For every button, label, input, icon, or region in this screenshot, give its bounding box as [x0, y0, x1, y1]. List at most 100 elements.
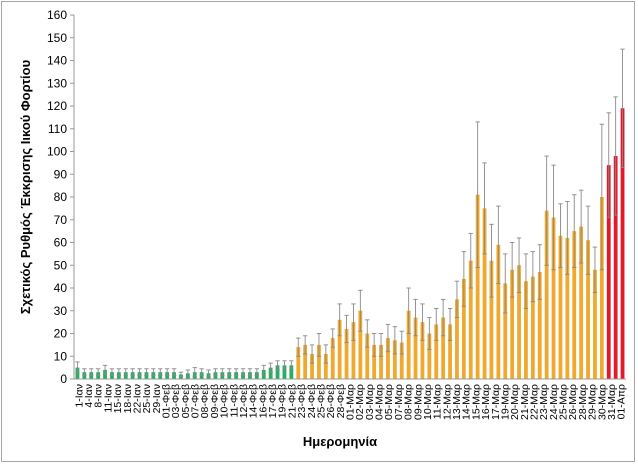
- error-bar: [254, 368, 260, 377]
- x-tick-label: 01-Μαρ: [345, 384, 357, 420]
- error-bar: [371, 333, 377, 357]
- error-bar: [109, 368, 115, 377]
- error-bar: [151, 368, 156, 377]
- bar: [310, 353, 314, 379]
- bar: [530, 276, 535, 380]
- error-bar: [503, 253, 508, 314]
- error-bar: [565, 201, 570, 275]
- x-tick-label: 11-Φεβ: [228, 384, 240, 418]
- x-tick-label: 08-Μαρ: [403, 384, 415, 420]
- bar: [317, 344, 321, 380]
- bar: [303, 344, 308, 380]
- bar: [330, 338, 335, 379]
- x-tick-label: 17-Φεβ: [267, 384, 279, 418]
- error-bar: [261, 364, 266, 375]
- error-bar: [178, 371, 184, 378]
- bar: [593, 269, 597, 379]
- error-bar: [75, 361, 80, 374]
- bar: [586, 240, 590, 379]
- y-tick-label: 50: [54, 258, 68, 272]
- y-tick-label: 70: [54, 213, 68, 227]
- bar: [468, 260, 473, 379]
- error-bar: [475, 121, 480, 268]
- error-bar: [316, 333, 322, 357]
- bar: [503, 283, 508, 379]
- y-axis-title: Σχετικός Ρυθμός Έκκρισης Ιικού Φορτίου: [18, 59, 33, 314]
- x-axis: 1-Ιαν4-Ιαν8-Ιαν11-Ιαν15-Ιαν18-Ιαν22-Ιαν2…: [73, 378, 628, 420]
- error-bar: [102, 364, 108, 375]
- x-tick-label: 21-Μαρ: [519, 384, 531, 420]
- x-tick-label: 28-Μαρ: [577, 384, 589, 420]
- error-bar: [123, 368, 128, 377]
- y-tick-label: 110: [48, 122, 67, 136]
- error-bar: [392, 326, 398, 355]
- bar: [455, 299, 459, 380]
- x-tick-label: 26-Φεβ: [325, 384, 337, 418]
- x-axis-title: Ημερομηνία: [303, 434, 377, 449]
- error-bar: [309, 344, 315, 364]
- error-bar: [227, 368, 232, 377]
- error-bar: [468, 232, 473, 289]
- bar: [489, 260, 494, 379]
- error-bar: [344, 314, 349, 344]
- error-bar: [358, 289, 363, 332]
- error-bar: [406, 287, 411, 334]
- error-bar: [289, 360, 294, 371]
- error-bar: [130, 368, 135, 377]
- bar: [579, 226, 584, 379]
- error-bar: [620, 48, 625, 168]
- x-tick-label: 07-Μαρ: [393, 384, 405, 420]
- error-bar: [572, 194, 577, 268]
- error-bar: [413, 298, 418, 337]
- error-bar: [144, 368, 149, 377]
- error-bar: [482, 162, 487, 255]
- y-tick-label: 40: [54, 281, 68, 295]
- bar: [448, 324, 452, 379]
- bar: [344, 328, 349, 379]
- x-tick-label: 18-Ιαν: [122, 384, 134, 413]
- error-bar: [606, 112, 611, 218]
- x-tick-label: 30-Μαρ: [596, 384, 608, 420]
- x-tick-label: 28-Φεβ: [335, 384, 347, 418]
- error-bar: [275, 360, 280, 371]
- error-bar: [420, 303, 425, 341]
- x-tick-label: 15-Μαρ: [470, 384, 482, 420]
- bar: [551, 217, 556, 379]
- y-tick-label: 130: [47, 76, 67, 90]
- y-tick-label: 20: [54, 327, 68, 341]
- bar: [268, 367, 273, 380]
- bar: [441, 317, 446, 379]
- x-tick-label: 19-Φεβ: [277, 384, 289, 418]
- error-bar: [454, 280, 460, 319]
- x-tick-label: 26-Μαρ: [567, 384, 579, 420]
- error-bar: [330, 328, 335, 348]
- x-tick-label: 10-Μαρ: [422, 384, 434, 420]
- y-axis: 0 10 20 30 40 50 60 70 80 90 100 110 120 130 140 150 160: [47, 8, 75, 386]
- x-tick-label: 09-Φεβ: [209, 384, 221, 418]
- x-tick-label: 12-Μαρ: [441, 384, 453, 420]
- error-bar: [440, 298, 446, 337]
- y-tick-label: 60: [54, 236, 68, 250]
- error-bar: [489, 223, 494, 298]
- x-tick-label: 16-Φεβ: [257, 384, 269, 418]
- x-tick-label: 01-Απρ: [616, 384, 628, 419]
- y-tick-label: 80: [54, 190, 68, 204]
- y-tick-label: 10: [54, 349, 68, 363]
- x-tick-label: 16-Μαρ: [480, 384, 492, 420]
- error-bar: [516, 237, 522, 293]
- x-tick-label: 09-Μαρ: [412, 384, 424, 420]
- error-bar: [158, 368, 163, 377]
- x-tick-label: 31-Μαρ: [606, 384, 618, 420]
- error-bar: [613, 96, 618, 216]
- x-tick-label: 14-Φεβ: [248, 384, 260, 418]
- bar: [413, 317, 418, 379]
- x-tick-label: 1-Ιαν: [73, 384, 85, 408]
- error-bar: [233, 368, 239, 377]
- x-tick-label: 03-Μαρ: [364, 384, 376, 420]
- error-bar: [365, 319, 370, 348]
- error-bar: [240, 368, 246, 377]
- error-bar: [192, 367, 197, 378]
- bar: [282, 365, 287, 379]
- bar: [524, 281, 528, 379]
